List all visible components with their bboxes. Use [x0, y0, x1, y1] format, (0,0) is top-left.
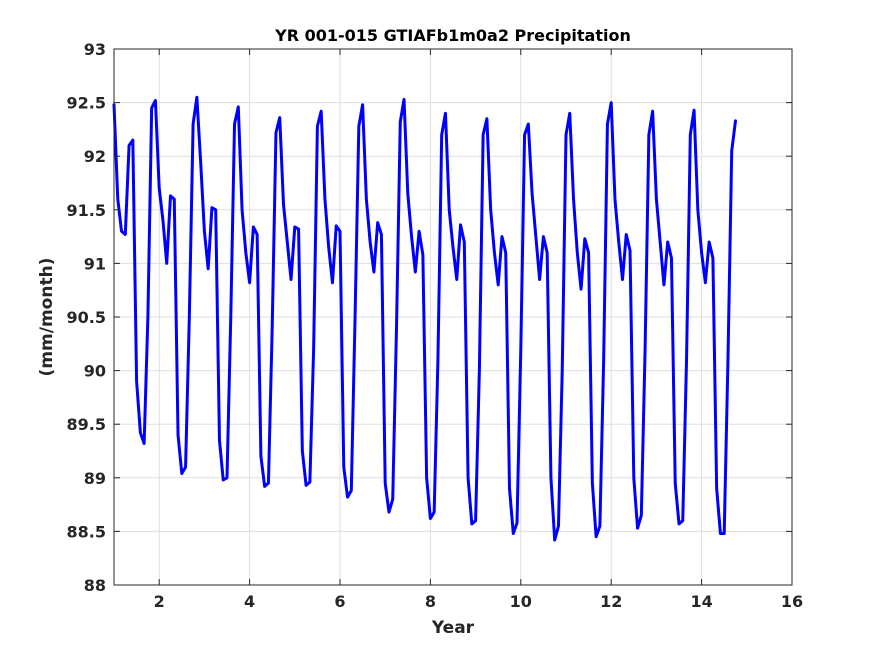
x-tick-label: 8	[425, 592, 436, 611]
y-tick-label: 92	[84, 147, 106, 166]
x-tick-label: 12	[600, 592, 622, 611]
x-tick-label: 2	[154, 592, 165, 611]
y-tick-labels: 88 88.5 89 89.5 90 90.5 91 91.5 92 92.5 93	[67, 40, 106, 595]
x-tick-label: 10	[510, 592, 532, 611]
y-tick-label: 88.5	[67, 522, 106, 541]
x-tick-label: 14	[690, 592, 712, 611]
y-tick-label: 88	[84, 576, 106, 595]
y-tick-label: 91	[84, 254, 106, 273]
x-tick-label: 16	[781, 592, 803, 611]
y-tick-label: 90	[84, 362, 106, 381]
chart-title: YR 001-015 GTIAFb1m0a2 Precipitation	[274, 26, 631, 45]
y-tick-label: 91.5	[67, 201, 106, 220]
tick-marks	[114, 48, 793, 586]
y-tick-label: 93	[84, 40, 106, 59]
plot-area	[112, 95, 737, 542]
y-tick-label: 89	[84, 469, 106, 488]
y-tick-label: 89.5	[67, 415, 106, 434]
x-tick-labels: 2 4 6 8 10 12 14 16	[154, 592, 804, 611]
y-tick-label: 92.5	[67, 94, 106, 113]
x-tick-label: 4	[244, 592, 255, 611]
y-tick-label: 90.5	[67, 308, 106, 327]
x-axis-title: Year	[431, 618, 475, 638]
series-line-0	[112, 95, 737, 542]
x-tick-label: 6	[334, 592, 345, 611]
y-axis-title: (mm/month)	[37, 258, 57, 377]
